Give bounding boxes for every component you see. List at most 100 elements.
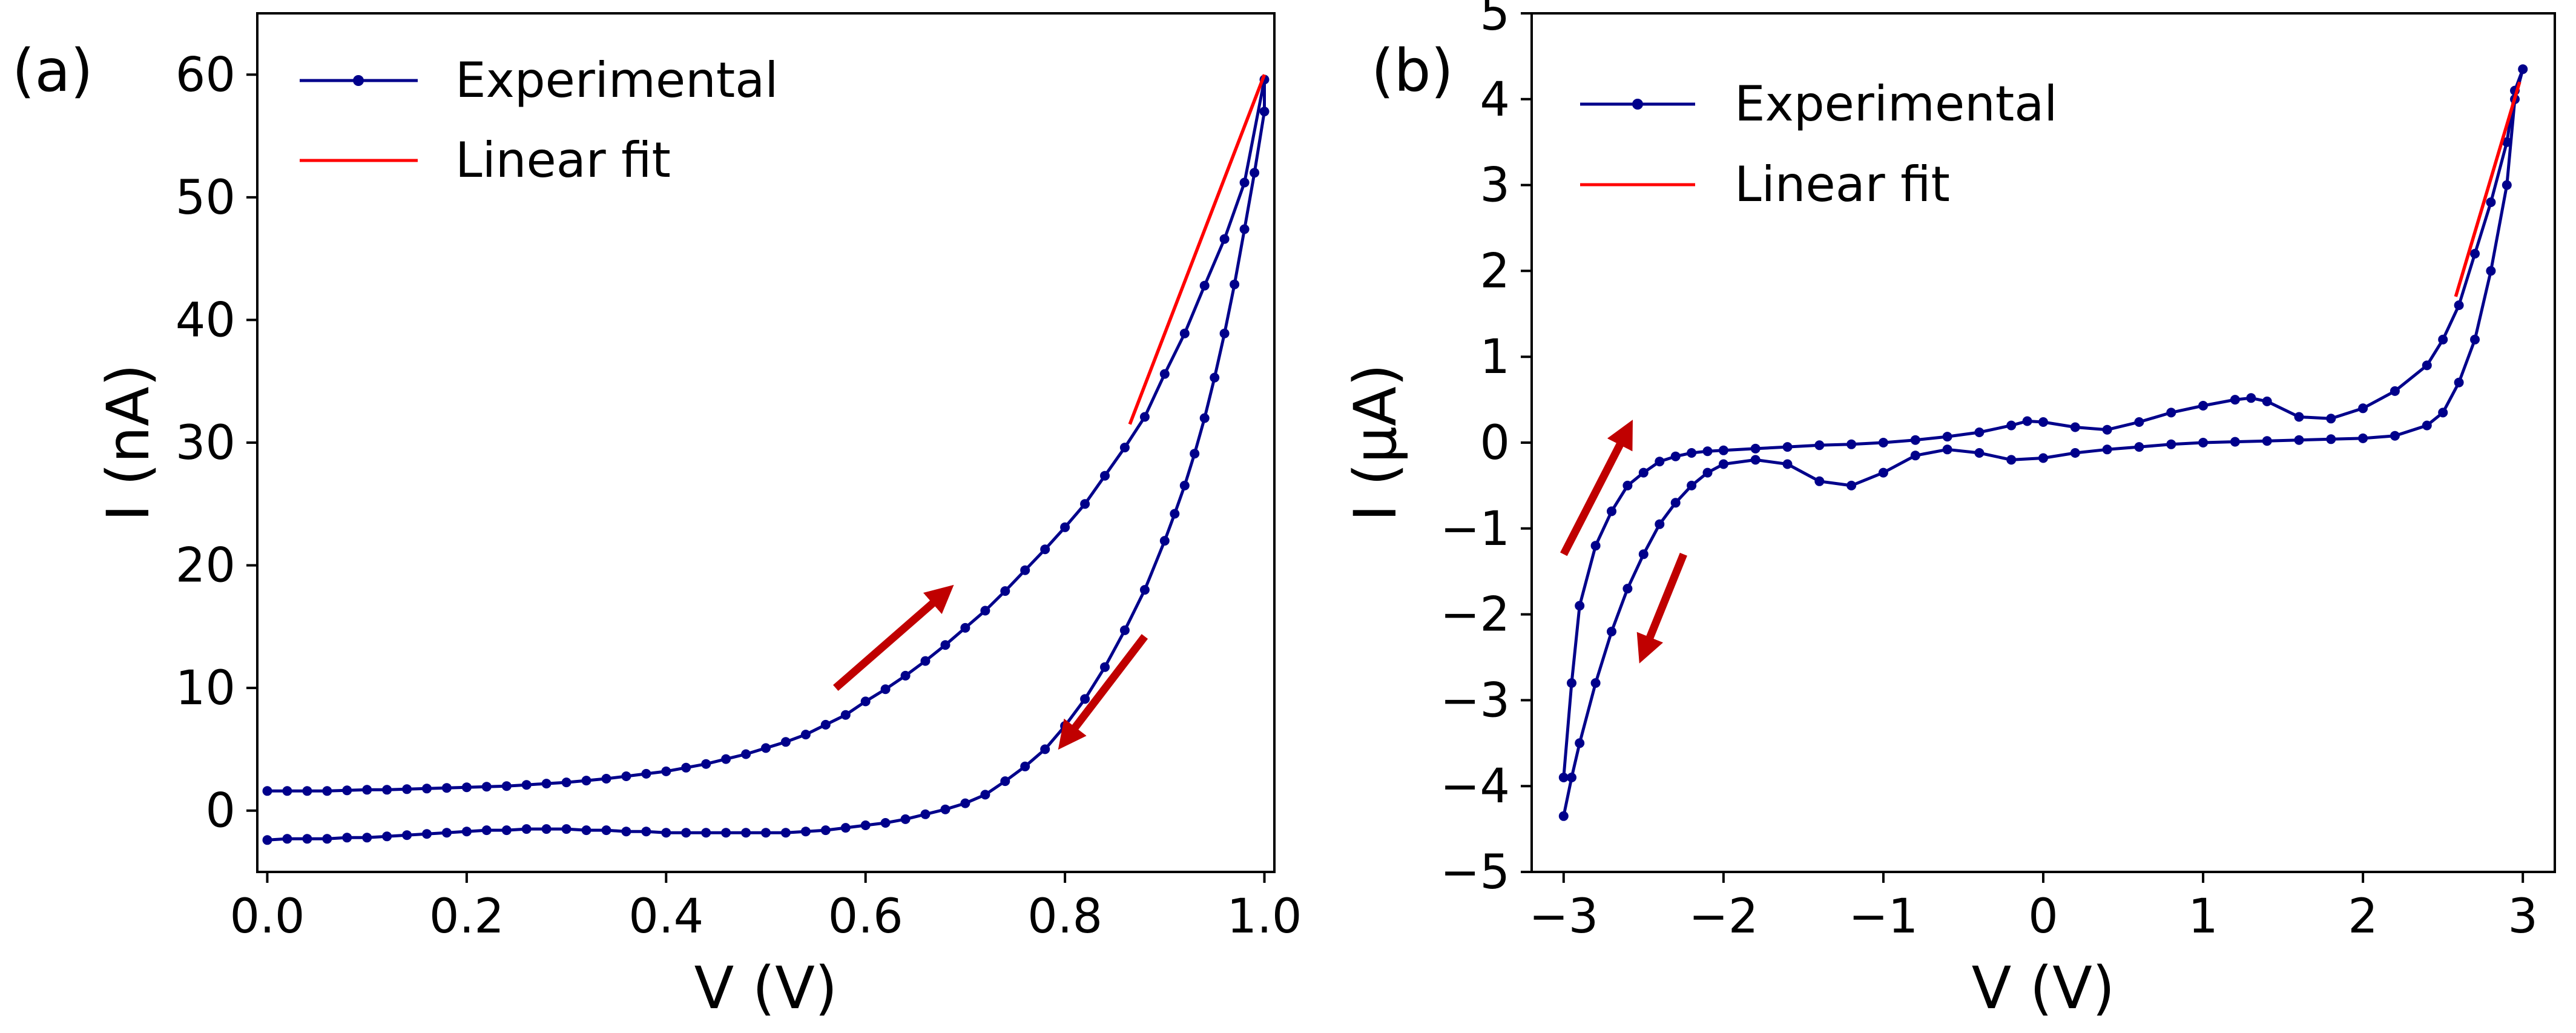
series-line-linear-fit (1128, 74, 1267, 425)
data-point (521, 780, 532, 790)
data-point (681, 828, 691, 838)
y-tick-label: 0 (205, 784, 236, 839)
panel-a-plot-frame (256, 12, 1276, 873)
data-point (721, 754, 731, 764)
data-point (1558, 811, 1569, 821)
data-point (1230, 279, 1240, 289)
data-point (1718, 459, 1728, 469)
data-point (1100, 470, 1110, 481)
data-point (1687, 448, 1697, 458)
data-point (581, 776, 591, 786)
x-tick-label: 0.6 (828, 889, 903, 944)
data-point (1655, 519, 1665, 529)
data-point (282, 834, 292, 844)
series-line-linear-fit (2454, 81, 2522, 297)
data-point (1159, 369, 1170, 379)
data-point (322, 834, 332, 844)
data-point (461, 827, 472, 837)
data-point (601, 774, 611, 784)
legend-a-experimental-marker (353, 75, 364, 86)
data-point (880, 684, 891, 695)
data-point (1567, 773, 1576, 782)
data-point (1139, 412, 1150, 422)
data-point (661, 828, 671, 838)
data-point (382, 831, 392, 842)
data-point (402, 784, 412, 794)
data-point (262, 835, 272, 845)
data-point (2326, 434, 2336, 444)
panel-b-legend: Experimental Linear fit (1580, 76, 2057, 213)
legend-b-experimental-text: Experimental (1734, 76, 2057, 132)
x-tick-label: 1 (2188, 889, 2218, 944)
panel-b-y-axis-label: I (μA) (1342, 364, 1409, 521)
data-point (2438, 334, 2448, 345)
data-point (900, 670, 911, 681)
data-point (1239, 177, 1250, 188)
legend-a-experimental-text: Experimental (455, 52, 778, 108)
x-tick-label: −1 (1848, 889, 1918, 944)
data-point (601, 825, 611, 836)
data-point (2134, 442, 2144, 452)
data-point (2198, 438, 2209, 447)
data-point (840, 823, 851, 833)
data-point (2422, 420, 2432, 431)
data-point (1590, 541, 1601, 551)
data-point (1575, 601, 1585, 611)
y-tick-label: 3 (1480, 159, 1510, 213)
data-point (2390, 386, 2400, 396)
data-point (1590, 678, 1601, 688)
data-point (2294, 412, 2304, 422)
data-point (1259, 107, 1270, 117)
data-point (800, 827, 811, 837)
data-point (860, 696, 871, 707)
x-tick-label: 3 (2508, 889, 2538, 944)
data-point (900, 814, 911, 824)
y-tick-label: −4 (1440, 759, 1510, 814)
x-tick-label: 0.0 (229, 889, 305, 944)
data-point (1219, 234, 1230, 244)
data-point (1942, 444, 1952, 455)
data-point (2246, 393, 2256, 403)
data-point (1020, 761, 1030, 771)
data-point (2470, 249, 2480, 259)
data-point (980, 606, 990, 616)
panel-a-arrows (833, 584, 1148, 750)
data-point (2358, 433, 2368, 443)
data-point (1782, 459, 1793, 469)
y-tick-label: 1 (1480, 330, 1510, 384)
data-point (820, 719, 831, 730)
series-line-experimental (267, 78, 1266, 842)
data-point (800, 730, 811, 740)
x-tick-label: 0 (2028, 889, 2058, 944)
data-point (1179, 480, 1190, 490)
panel-b: (b) −3 −2 −1 0 1 2 3 −5 −4 −3 −2 −1 0 1 2 3 4 5 V (V) I … (1342, 0, 2556, 1022)
data-point (1974, 427, 1985, 437)
data-point (1702, 467, 1713, 478)
data-point (820, 825, 831, 836)
y-tick-label: 50 (176, 171, 236, 225)
data-point (1558, 773, 1569, 782)
data-point (581, 825, 591, 836)
data-point (2102, 424, 2112, 435)
data-point (481, 825, 492, 836)
data-point (2454, 300, 2464, 311)
data-point (1607, 627, 1616, 636)
data-point (2006, 455, 2017, 465)
data-point (621, 827, 631, 837)
data-point (2006, 420, 2017, 431)
data-point (1910, 435, 1920, 445)
y-tick-label: 40 (176, 293, 236, 348)
data-point (342, 833, 352, 843)
data-point (2070, 448, 2080, 458)
data-point (441, 828, 452, 838)
data-point (1250, 168, 1260, 178)
data-point (2294, 435, 2304, 445)
data-point (860, 820, 871, 830)
data-point (761, 743, 771, 753)
data-point (1718, 445, 1728, 455)
data-point (1607, 506, 1616, 516)
data-point (1687, 480, 1697, 490)
data-point (561, 777, 572, 788)
data-point (940, 804, 950, 814)
